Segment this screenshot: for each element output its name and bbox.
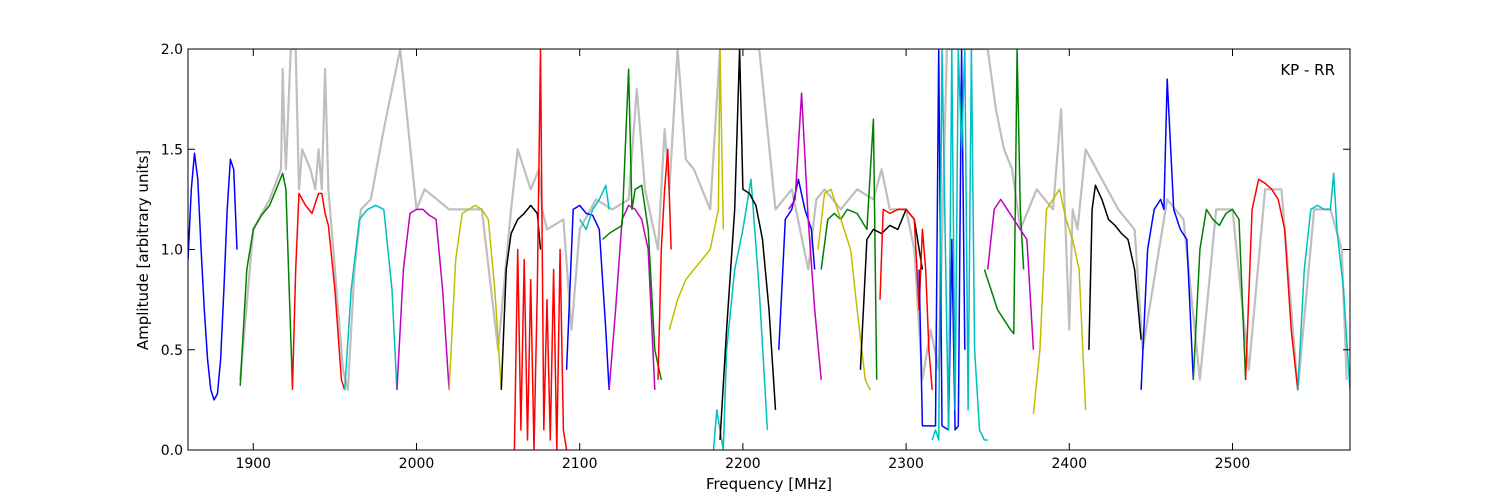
series-line-4 [396,208,450,390]
series-line-12 [657,148,672,380]
y-tick-label-3: 1.5 [161,142,183,158]
background-trace [239,49,1348,391]
series-line-19 [817,188,871,391]
series-line-1 [239,172,294,386]
series-line-25 [986,198,1035,350]
series-line-13 [668,49,725,330]
series-line-26 [1032,188,1087,414]
series-line-14 [712,178,769,450]
x-tick-label-2000: 2000 [399,456,435,472]
x-tick-label-2400: 2400 [1051,456,1087,472]
y-tick-label-1: 0.5 [161,343,183,359]
x-tick-label-1900: 1900 [235,456,271,472]
series-line-15 [719,49,777,441]
series-line-23 [931,49,988,441]
series-line-22 [918,49,966,431]
x-tick-label-2300: 2300 [888,456,924,472]
series-line-30 [1244,178,1299,390]
series-layer [188,49,1350,450]
series-line-8 [565,204,610,390]
series-line-27 [1088,184,1142,350]
series-line-29 [1192,208,1247,380]
series-line-7 [513,49,568,450]
y-tick-label-4: 2.0 [161,42,183,58]
series-line-17 [787,92,822,380]
x-tick-label-2100: 2100 [562,456,598,472]
series-line-16 [778,178,816,350]
x-tick-label-2500: 2500 [1215,456,1251,472]
series-line-11 [601,68,663,380]
series-line-31 [1297,172,1350,390]
series-line-6 [500,204,542,390]
series-line-2 [291,192,346,391]
series-line-24 [983,49,1025,335]
series-line-18 [820,118,878,380]
series-line-0 [188,152,238,401]
x-tick-label-2200: 2200 [725,456,761,472]
series-line-5 [448,204,503,390]
y-tick-label-2: 1.0 [161,243,183,259]
series-line-9 [579,184,610,231]
y-axis-label: Amplitude [arbitrary units] [134,150,152,350]
background-trace-layer [239,49,1348,391]
series-line-28 [1140,78,1195,390]
plot-background [188,49,1350,450]
y-tick-label-0: 0.0 [161,443,183,459]
series-line-3 [343,204,398,390]
tick-layer: 1900 2000 2100 2200 2300 2400 2500 0.0 0.5 1.0 1.5… [161,42,1350,472]
annotation-label: KP - RR [1280,61,1335,79]
x-axis-label: Frequency [MHz] [706,475,832,493]
series-line-21 [879,208,933,390]
